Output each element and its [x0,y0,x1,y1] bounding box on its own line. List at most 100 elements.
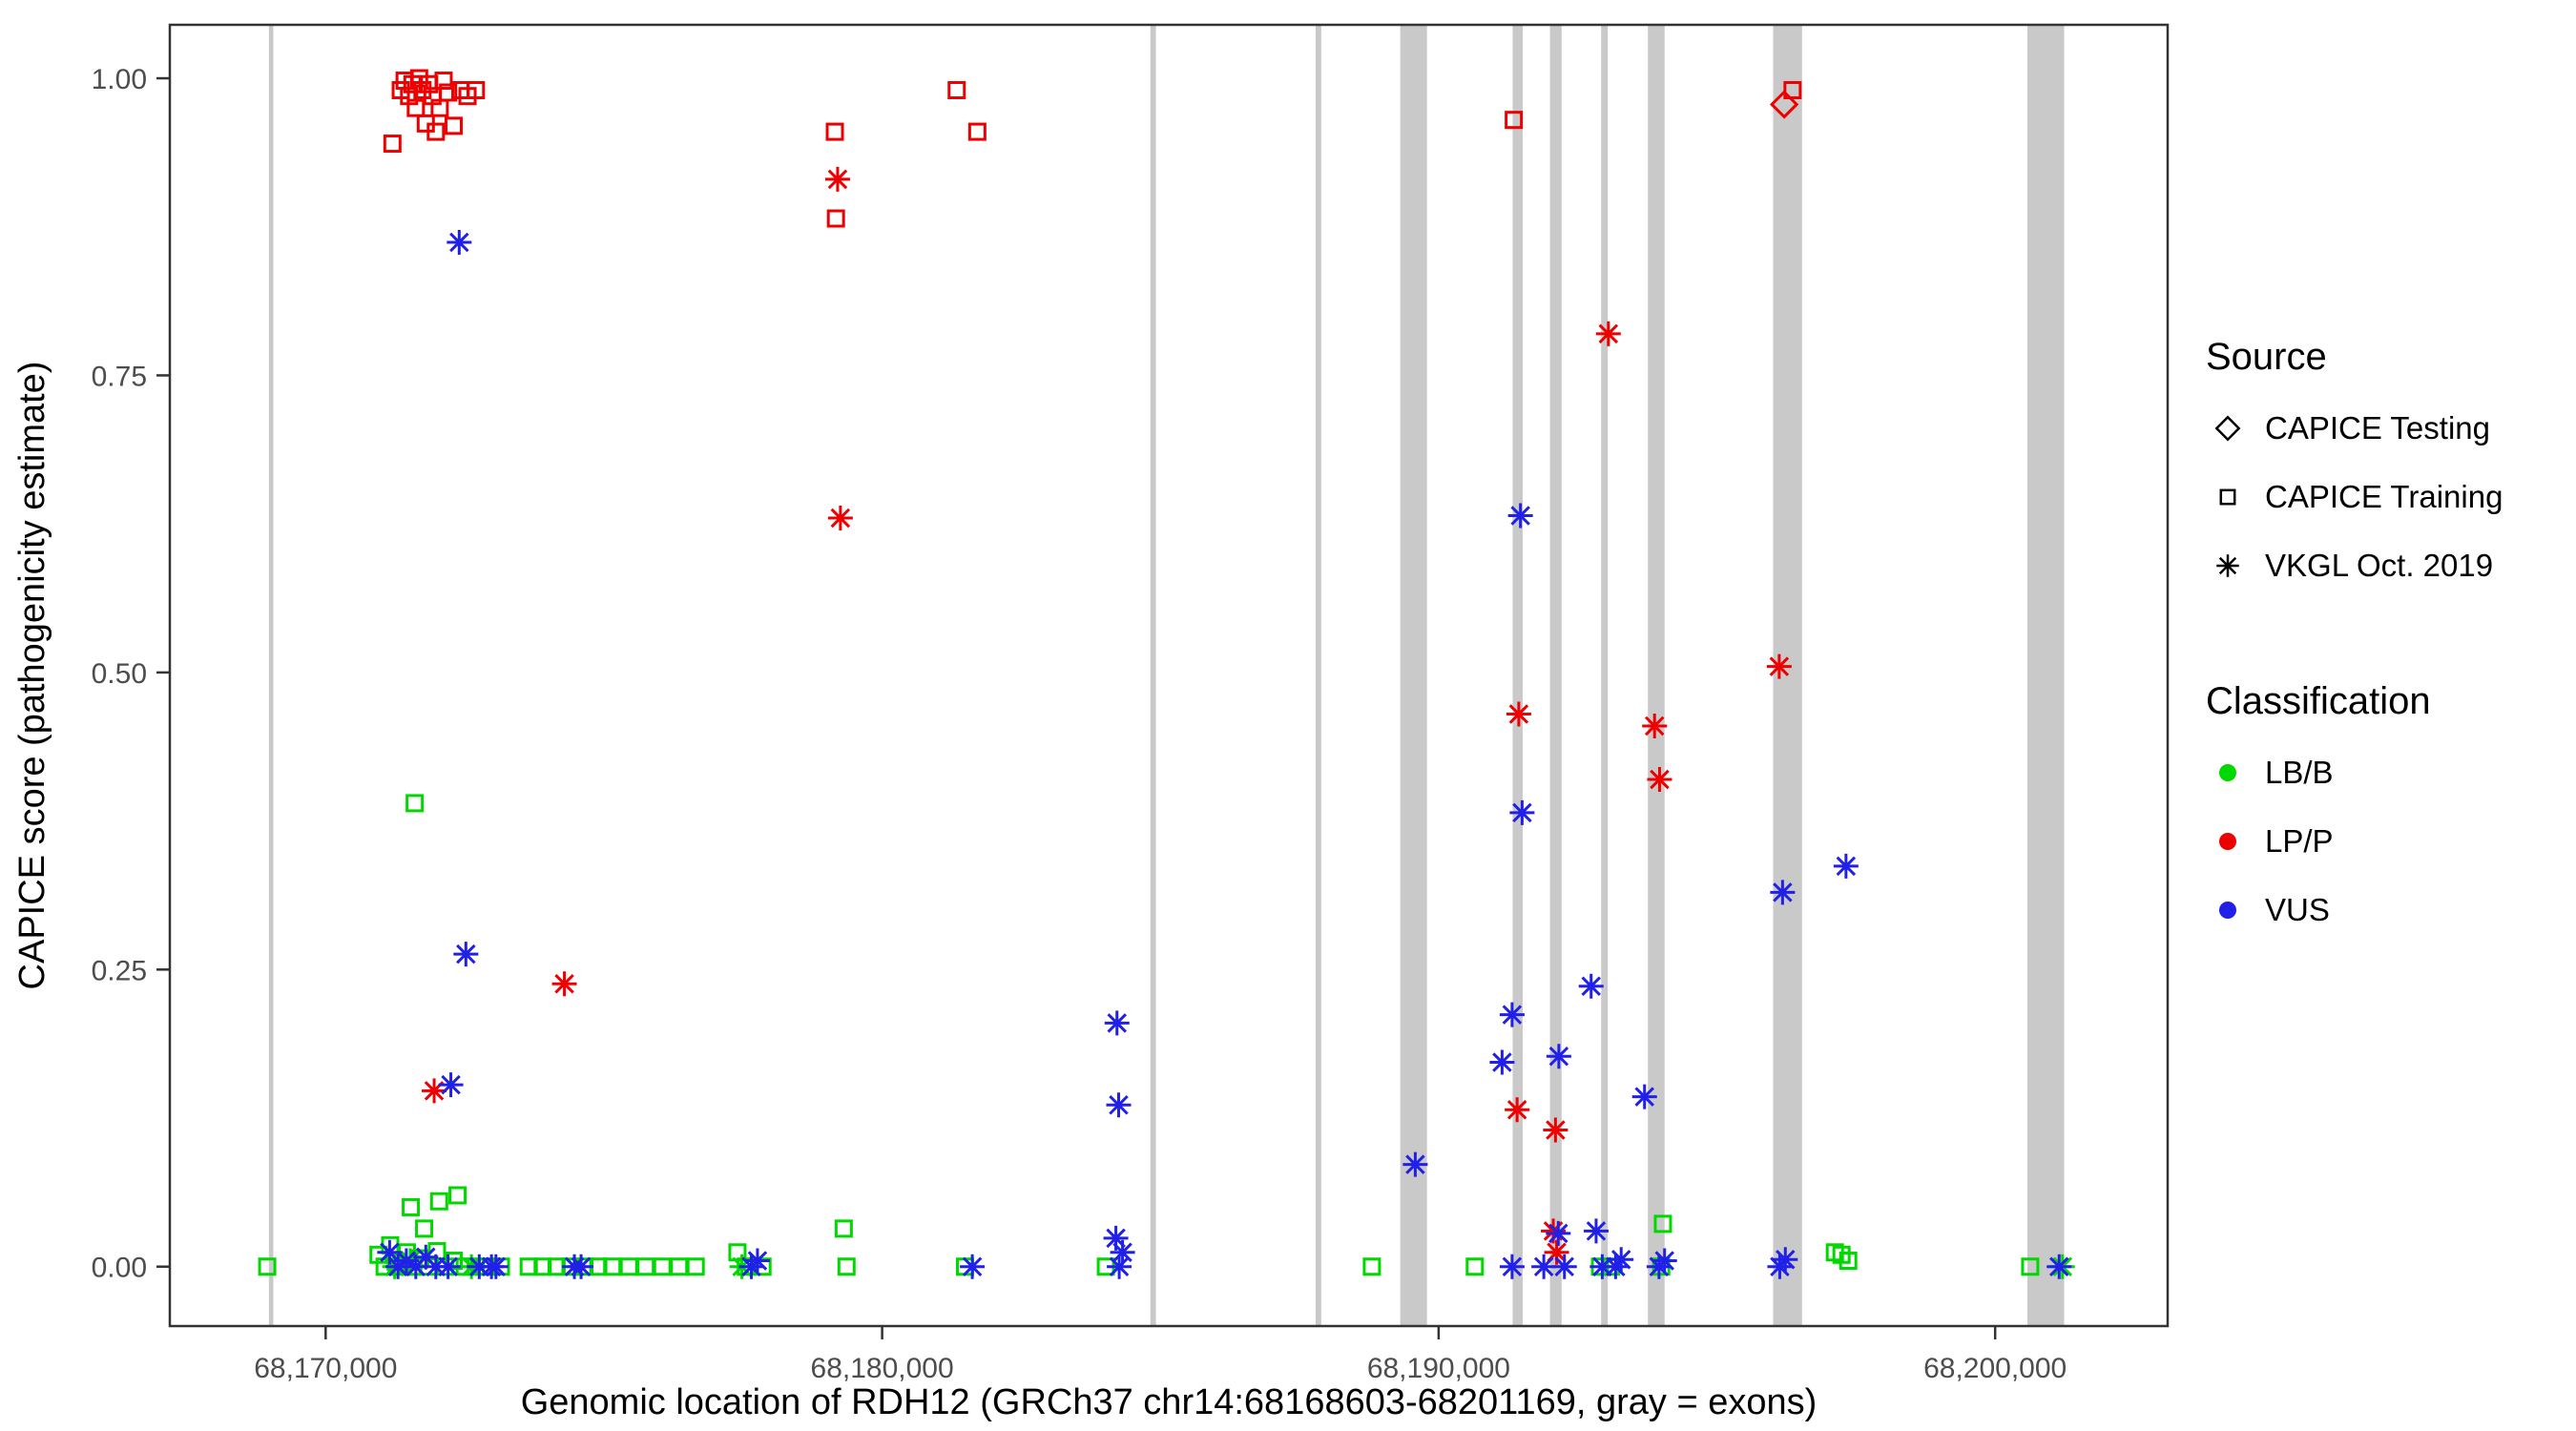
square-point-icon [406,98,426,117]
legend-item-label: LB/B [2265,755,2334,790]
square-point-icon [1783,81,1802,100]
exon-bar [1512,25,1523,1326]
asterisk-point-icon [569,1254,594,1279]
legend-classification-title: Classification [2206,680,2431,722]
asterisk-point-icon [1546,1044,1571,1069]
square-point-icon [1839,1251,1858,1270]
square-point-icon [448,1186,467,1205]
series-vkgl-lpp [422,166,1792,1265]
y-tick-label: 0.25 [92,955,147,986]
asterisk-point-icon [1631,1084,1657,1110]
asterisk-point-icon [1505,1097,1530,1123]
square-point-icon [1653,1214,1672,1234]
panel-border [168,23,2170,1328]
square-point-icon [1505,111,1524,130]
asterisk-point-icon [483,1254,509,1279]
asterisk-point-icon [1531,1254,1557,1279]
asterisk-point-icon [1543,1117,1568,1143]
square-point-icon [402,1197,421,1216]
legend-item-capice-testing: CAPICE Testing [2206,394,2576,463]
asterisk-point-icon [744,1248,770,1274]
asterisk-point-icon [1104,1010,1130,1036]
legend-item-label: VUS [2265,892,2330,927]
asterisk-point-icon [1551,1254,1577,1279]
asterisk-point-icon [2216,554,2239,577]
exon-bars [268,25,2065,1326]
asterisk-point-icon [1499,1002,1525,1027]
plot-panel: 68,170,000 68,180,000 68,190,000 68,200,000… [92,23,2170,1384]
asterisk-point-icon [827,505,853,530]
asterisk-point-icon [453,942,479,967]
square-point-icon [826,209,845,228]
circle-point-icon [2219,902,2236,919]
series-capice-testing-lpp [1769,90,1799,119]
circle-icon [2219,902,2236,919]
asterisk-point-icon [1506,701,1531,727]
circle-point-icon [2219,764,2236,781]
asterisk-point-icon [1595,321,1621,346]
exon-bar [1400,25,1427,1326]
asterisk-point-icon [413,1244,439,1270]
square-point-icon [383,135,402,154]
legend: Source CAPICE Testing CAPICE Training VKGL… [2206,336,2576,944]
circle-icon [2219,764,2236,781]
asterisk-point-icon [1103,1225,1129,1251]
asterisk-point-icon [2046,1254,2072,1279]
asterisk-point-icon [1583,1218,1609,1244]
asterisk-point-icon [422,1078,447,1104]
series-capice-training-lpp [383,69,1802,228]
exon-bar [1549,25,1562,1326]
square-point-icon [967,122,987,141]
y-tick-label: 0.50 [92,658,147,690]
legend-item-label: LP/P [2265,823,2334,859]
asterisk-icon [2206,544,2250,588]
asterisk-point-icon [960,1254,986,1279]
square-point-icon [467,81,486,100]
square-point-icon [947,81,966,100]
asterisk-point-icon [403,1254,428,1279]
square-point-icon [834,1219,853,1238]
square-point-icon [825,122,844,141]
asterisk-point-icon [1546,1220,1571,1246]
square-point-icon [426,122,446,141]
square-point-icon [686,1257,705,1276]
asterisk-point-icon [1609,1247,1634,1273]
legend-item-vus: VUS [2206,876,2576,944]
asterisk-point-icon [447,229,472,255]
legend-item-label: CAPICE Testing [2265,410,2490,446]
circle-icon [2219,833,2236,850]
x-axis-title: Genomic location of RDH12 (GRCh37 chr14:… [521,1382,1818,1422]
asterisk-point-icon [1770,880,1796,905]
asterisk-point-icon [1110,1239,1135,1265]
panel-background [170,25,2168,1326]
exon-bar [268,25,274,1326]
axes: 68,170,000 68,180,000 68,190,000 68,200,000… [92,64,2067,1384]
square-point-icon [434,72,453,91]
square-point-icon [2219,488,2236,506]
circle-icon [2206,819,2250,863]
square-point-icon [258,1257,277,1276]
square-point-icon [439,83,458,102]
legend-source-title: Source [2206,336,2327,378]
asterisk-point-icon [385,1254,411,1279]
asterisk-point-icon [1833,853,1859,879]
asterisk-point-icon [1766,653,1792,679]
square-point-icon [1465,1257,1485,1276]
asterisk-point-icon [551,971,577,997]
asterisk-point-icon [1578,973,1604,999]
y-tick-label: 0.75 [92,361,147,392]
asterisk-point-icon [1647,766,1672,792]
circle-icon [2206,751,2250,795]
asterisk-point-icon [824,166,850,192]
exon-bar [1648,25,1665,1326]
legend-item-label: VKGL Oct. 2019 [2265,548,2494,583]
asterisk-point-icon [1509,799,1535,825]
asterisk-point-icon [393,1248,419,1274]
asterisk-point-icon [1642,713,1668,738]
legend-item-vkgl-oct-2019: VKGL Oct. 2019 [2206,531,2576,600]
y-axis-title: CAPICE score (pathogenicity estimate) [12,362,52,990]
diamond-point-icon [2214,415,2241,442]
legend-item-capice-training: CAPICE Training [2206,463,2576,531]
